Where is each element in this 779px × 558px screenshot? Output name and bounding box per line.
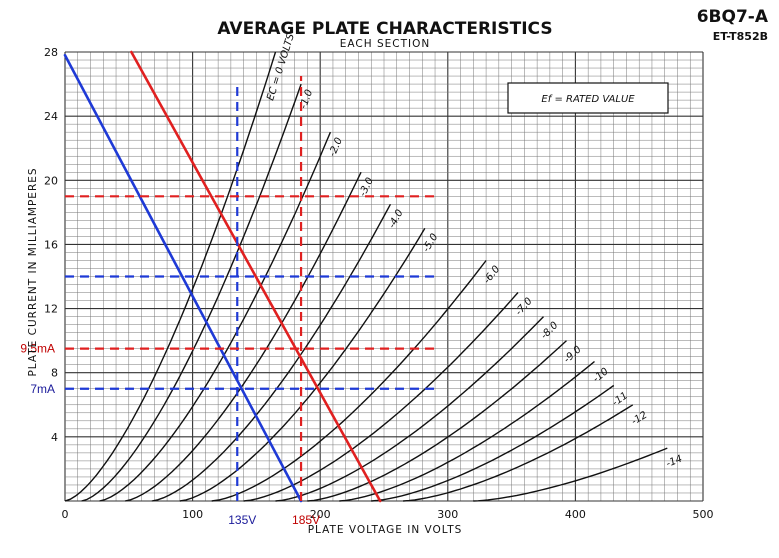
tube-code: ET-T852B	[713, 30, 768, 43]
tube-type: 6BQ7-A	[697, 7, 769, 27]
y-tick-label: 28	[44, 46, 58, 59]
characteristic-curve	[307, 340, 567, 502]
curve-label: -14	[665, 454, 684, 470]
current-annotation: 9.5mA	[20, 342, 55, 356]
labels: 0 100 200 300 400 500 4 8 12 16 20 24 28 9.5mA 7mA 135V…	[20, 46, 713, 527]
characteristic-curve	[151, 203, 392, 502]
characteristic-curve	[339, 360, 595, 502]
curve-label: -3.0	[358, 176, 376, 198]
curve-label: -7.0	[514, 296, 535, 318]
curve-label: -10	[591, 366, 611, 385]
y-tick-label: 12	[44, 303, 58, 316]
x-tick-label: 500	[693, 508, 714, 521]
characteristic-curve	[371, 384, 615, 502]
characteristic-curve	[243, 292, 519, 502]
characteristic-curve	[99, 131, 332, 502]
curve-label: -8.0	[539, 320, 561, 342]
characteristic-curve	[124, 171, 362, 502]
x-tick-label: 0	[62, 508, 69, 521]
characteristic-curves: EC = 0 VOLTS -1.0-2.0-3.0-4.0-5.0-6.0-7.0…	[64, 32, 684, 502]
characteristic-curve	[81, 83, 302, 502]
characteristic-curve	[275, 316, 545, 502]
guide-lines	[65, 76, 436, 501]
current-annotation: 7mA	[30, 382, 55, 396]
x-tick-label: 400	[565, 508, 586, 521]
curve-label: -4.0	[387, 208, 406, 230]
curve-label: -12	[630, 410, 650, 428]
curve-label: -9.0	[562, 344, 584, 365]
characteristic-curve	[211, 260, 487, 502]
curve-label: -2.0	[327, 136, 345, 158]
x-axis-label: PLATE VOLTAGE IN VOLTS	[308, 524, 463, 536]
characteristic-curve	[473, 447, 668, 502]
curve-label: -6.0	[482, 264, 503, 286]
load-line	[63, 53, 303, 503]
curve-label: EC = 0 VOLTS	[265, 32, 297, 102]
curve-label: -11	[610, 390, 630, 408]
x-tick-label: 300	[437, 508, 458, 521]
load-line	[130, 50, 382, 503]
chart-title: AVERAGE PLATE CHARACTERISTICS	[217, 19, 552, 39]
x-tick-label: 200	[310, 508, 331, 521]
x-tick-label: 100	[182, 508, 203, 521]
y-tick-label: 16	[44, 238, 58, 251]
note-box: Ef = RATED VALUE	[507, 82, 669, 114]
y-tick-label: 8	[51, 367, 58, 380]
chart-subtitle: EACH SECTION	[340, 38, 430, 50]
note-text: Ef = RATED VALUE	[541, 94, 635, 105]
load-lines	[63, 50, 382, 503]
voltage-annotation: 185V	[292, 513, 320, 527]
characteristic-curve	[403, 404, 634, 502]
y-tick-label: 4	[51, 431, 58, 444]
y-axis-label: PLATE CURRENT IN MILLIAMPERES	[27, 167, 39, 376]
y-tick-label: 20	[44, 174, 58, 187]
voltage-annotation: 135V	[228, 513, 256, 527]
characteristic-curve	[179, 228, 426, 502]
curve-label: -5.0	[421, 232, 441, 254]
characteristic-curve	[64, 51, 277, 502]
y-tick-label: 24	[44, 110, 58, 123]
